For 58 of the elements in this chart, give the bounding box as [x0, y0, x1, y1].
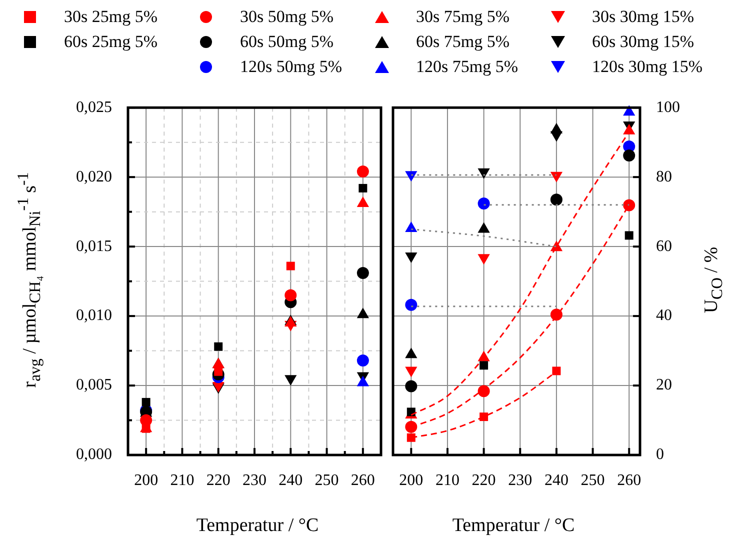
point: [478, 385, 490, 398]
y2-tick-label: 60: [656, 238, 672, 255]
x-axis-title: Temperatur / °C: [196, 515, 319, 537]
x-tick-label: 200: [134, 472, 158, 489]
x-tick-label: 220: [472, 472, 496, 489]
x-tick-label: 260: [350, 472, 375, 489]
x-axis-title: Temperatur / °C: [452, 515, 575, 537]
x-tick-label: 260: [617, 472, 642, 489]
point: [405, 298, 418, 311]
y-tick-label: 0,010: [76, 307, 112, 324]
point: [552, 366, 561, 376]
point: [550, 172, 563, 182]
legend-label: 120s 75mg 5%: [416, 56, 518, 76]
legend-label: 60s 50mg 5%: [240, 32, 334, 52]
legend-label: 30s 75mg 5%: [416, 6, 510, 26]
point: [405, 380, 418, 392]
legend-label: 30s 25mg 5%: [64, 6, 158, 26]
point: [480, 412, 488, 422]
legend-label: 30s 50mg 5%: [240, 6, 334, 26]
point: [406, 433, 416, 442]
point: [550, 308, 562, 321]
y2-tick-label: 0: [656, 446, 664, 464]
x-tick-label: 240: [278, 472, 303, 489]
y2-tick-label: 20: [656, 376, 672, 394]
point: [478, 254, 490, 265]
point: [623, 199, 636, 212]
x-tick-label: 200: [399, 472, 424, 489]
point: [478, 168, 490, 179]
point: [623, 150, 636, 162]
y-tick-label: 0,000: [76, 446, 112, 464]
y-tick-label: 0,025: [76, 98, 112, 116]
x-tick-label: 230: [242, 472, 266, 489]
legend-label: 60s 75mg 5%: [416, 32, 510, 52]
point: [405, 171, 418, 182]
x-tick-label: 250: [580, 472, 605, 489]
x-tick-label: 230: [508, 472, 532, 489]
point: [405, 420, 418, 433]
legend-label: 60s 25mg 5%: [64, 32, 158, 52]
legend-label: 60s 30mg 15%: [592, 32, 694, 52]
y2-tick-label: 100: [656, 98, 680, 116]
x-tick-label: 220: [206, 472, 230, 489]
y-tick-label: 0,015: [76, 238, 112, 255]
point: [478, 197, 490, 210]
point: [550, 194, 562, 206]
y2-tick-label: 40: [656, 307, 672, 324]
y2-tick-label: 80: [656, 168, 672, 186]
point: [480, 361, 488, 370]
legend-label: 120s 50mg 5%: [240, 56, 342, 76]
x-tick-label: 210: [435, 472, 460, 489]
y-tick-label: 0,020: [76, 168, 112, 186]
point: [405, 252, 418, 263]
x-tick-label: 240: [544, 472, 568, 489]
point: [624, 231, 634, 240]
x-tick-label: 250: [314, 472, 339, 489]
y-tick-label: 0,005: [76, 376, 112, 394]
legend-label: 120s 30mg 15%: [592, 56, 702, 76]
legend-label: 30s 30mg 15%: [592, 6, 694, 26]
x-tick-label: 210: [170, 472, 194, 489]
